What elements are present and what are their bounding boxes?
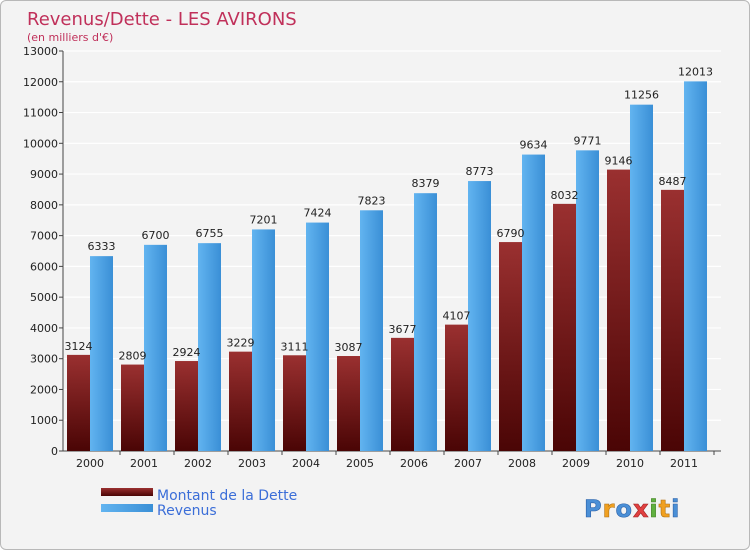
chart-title: Revenus/Dette - LES AVIRONS bbox=[27, 9, 297, 30]
value-label-dette: 3087 bbox=[335, 341, 363, 354]
bar-revenus bbox=[144, 244, 167, 451]
bar-dette bbox=[337, 356, 360, 451]
legend-swatch-revenus bbox=[101, 504, 153, 512]
bar-revenus bbox=[522, 154, 545, 452]
value-label-revenus: 7201 bbox=[250, 213, 278, 226]
bar-dette bbox=[661, 189, 684, 451]
x-tick-label: 2009 bbox=[562, 457, 590, 470]
y-tick-label: 4000 bbox=[30, 322, 58, 335]
bar-dette bbox=[607, 169, 630, 452]
value-label-dette: 6790 bbox=[497, 227, 525, 240]
value-label-revenus: 11256 bbox=[624, 89, 659, 102]
bar-dette bbox=[67, 354, 90, 451]
bar-revenus bbox=[252, 229, 275, 451]
y-tick-label: 0 bbox=[51, 445, 58, 458]
x-tick-label: 2005 bbox=[346, 457, 374, 470]
bar-revenus bbox=[198, 243, 221, 451]
proxiti-logo: Proxiti bbox=[584, 495, 680, 524]
value-label-dette: 3124 bbox=[65, 340, 93, 353]
bar-revenus bbox=[414, 193, 437, 451]
y-tick-label: 10000 bbox=[23, 137, 58, 150]
y-tick-label: 13000 bbox=[23, 45, 58, 58]
value-label-revenus: 9771 bbox=[574, 134, 602, 147]
value-label-revenus: 7823 bbox=[358, 194, 386, 207]
y-tick-label: 9000 bbox=[30, 168, 58, 181]
y-tick-label: 1000 bbox=[30, 414, 58, 427]
value-label-revenus: 12013 bbox=[678, 65, 713, 78]
value-label-dette: 3677 bbox=[389, 323, 417, 336]
y-tick-label: 7000 bbox=[30, 230, 58, 243]
y-tick-label: 8000 bbox=[30, 199, 58, 212]
bar-dette bbox=[283, 355, 306, 451]
value-label-revenus: 8379 bbox=[412, 177, 440, 190]
chart-subtitle: (en milliers d'€) bbox=[27, 31, 113, 44]
bar-revenus bbox=[684, 81, 707, 451]
x-tick-label: 2011 bbox=[670, 457, 698, 470]
bar-dette bbox=[229, 351, 252, 451]
x-tick-label: 2006 bbox=[400, 457, 428, 470]
bar-revenus bbox=[468, 181, 491, 452]
legend-label-revenus: Revenus bbox=[157, 503, 217, 519]
value-label-dette: 3111 bbox=[281, 340, 309, 353]
y-tick-label: 11000 bbox=[23, 107, 58, 120]
x-tick-label: 2007 bbox=[454, 457, 482, 470]
legend-label-dette: Montant de la Dette bbox=[157, 488, 297, 504]
value-label-revenus: 8773 bbox=[466, 165, 494, 178]
value-label-dette: 2809 bbox=[119, 350, 147, 363]
value-label-dette: 9146 bbox=[605, 155, 633, 168]
bar-dette bbox=[175, 361, 198, 451]
value-label-dette: 4107 bbox=[443, 310, 471, 323]
value-label-dette: 8032 bbox=[551, 189, 579, 202]
y-tick-label: 5000 bbox=[30, 291, 58, 304]
value-label-dette: 8487 bbox=[659, 175, 687, 188]
bar-dette bbox=[121, 364, 144, 451]
value-label-dette: 3229 bbox=[227, 337, 255, 350]
y-tick-label: 12000 bbox=[23, 76, 58, 89]
x-tick-label: 2000 bbox=[76, 457, 104, 470]
bar-dette bbox=[445, 324, 468, 451]
legend-swatch-dette bbox=[101, 488, 153, 496]
value-label-revenus: 6333 bbox=[88, 240, 116, 253]
value-label-revenus: 6700 bbox=[142, 229, 170, 242]
svg-text:Proxiti: Proxiti bbox=[584, 495, 680, 523]
bar-revenus bbox=[576, 150, 599, 451]
value-label-revenus: 6755 bbox=[196, 227, 224, 240]
x-tick-label: 2003 bbox=[238, 457, 266, 470]
value-label-revenus: 9634 bbox=[520, 139, 548, 152]
bar-revenus bbox=[360, 210, 383, 451]
x-tick-label: 2001 bbox=[130, 457, 158, 470]
bar-revenus bbox=[90, 256, 113, 451]
bar-revenus bbox=[630, 104, 653, 452]
bar-dette bbox=[499, 242, 522, 451]
bar-revenus bbox=[306, 222, 329, 451]
y-tick-label: 2000 bbox=[30, 383, 58, 396]
value-label-revenus: 7424 bbox=[304, 207, 332, 220]
x-tick-label: 2008 bbox=[508, 457, 536, 470]
y-tick-label: 3000 bbox=[30, 353, 58, 366]
bar-dette bbox=[391, 337, 414, 451]
x-tick-label: 2002 bbox=[184, 457, 212, 470]
bar-dette bbox=[553, 203, 576, 451]
y-tick-label: 6000 bbox=[30, 260, 58, 273]
x-tick-label: 2010 bbox=[616, 457, 644, 470]
x-tick-label: 2004 bbox=[292, 457, 320, 470]
value-label-dette: 2924 bbox=[173, 346, 201, 359]
